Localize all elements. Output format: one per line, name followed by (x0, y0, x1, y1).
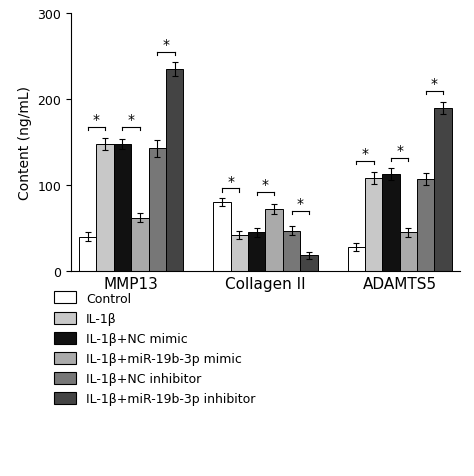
Bar (166, 70, 183, 271)
Bar (79, 237, 96, 271)
Bar (131, 218, 148, 271)
Text: *: * (431, 77, 438, 90)
Bar (265, 209, 283, 271)
Bar (300, 256, 318, 271)
Bar (231, 235, 248, 271)
Bar (114, 145, 131, 271)
Text: *: * (227, 174, 234, 188)
Bar (400, 233, 417, 271)
Y-axis label: Content (ng/mL): Content (ng/mL) (18, 86, 32, 199)
Legend: Control, IL-1β, IL-1β+NC mimic, IL-1β+miR-19b-3p mimic, IL-1β+NC inhibitor, IL-1: Control, IL-1β, IL-1β+NC mimic, IL-1β+mi… (54, 292, 255, 406)
Text: *: * (297, 197, 304, 210)
Text: *: * (362, 147, 368, 161)
Text: *: * (163, 38, 169, 52)
Bar (365, 179, 383, 271)
Bar (96, 145, 114, 271)
Bar (417, 179, 435, 271)
Bar (283, 231, 300, 271)
Bar (435, 109, 452, 271)
Bar (213, 203, 231, 271)
Text: *: * (262, 178, 269, 192)
Bar (148, 149, 166, 271)
Bar (347, 248, 365, 271)
Bar (248, 233, 265, 271)
Text: *: * (93, 112, 100, 127)
Text: *: * (128, 112, 135, 127)
Bar (383, 175, 400, 271)
Text: *: * (396, 143, 403, 158)
